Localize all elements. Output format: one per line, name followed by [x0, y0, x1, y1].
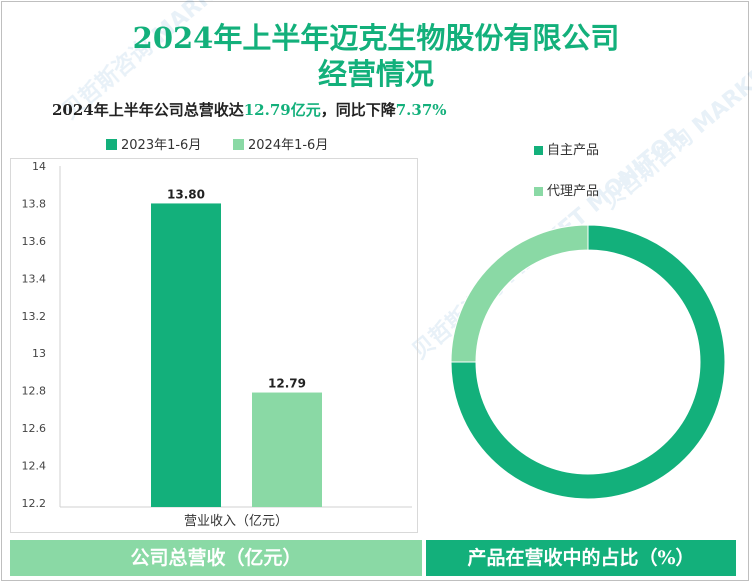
y-tick-label: 12.4 — [22, 460, 47, 473]
bar-data-label: 13.80 — [167, 187, 205, 201]
legend-label-self: 自主产品 — [547, 143, 600, 158]
donut-slice-agency-products — [450, 224, 589, 363]
y-tick-label: 14 — [32, 160, 46, 173]
bar-2024 — [252, 392, 322, 507]
y-tick-label: 12.6 — [22, 422, 47, 435]
legend-label-2024: 2024年1-6月 — [248, 138, 329, 153]
bar-legend-item-2023: 2023年1-6月 — [106, 134, 201, 153]
legend-label-2023: 2023年1-6月 — [121, 138, 202, 153]
subtitle-revenue: 12.79亿元 — [243, 101, 321, 119]
y-tick-label: 12.8 — [22, 385, 47, 398]
summary-subtitle: 2024年上半年公司总营收达12.79亿元，同比下降7.37% — [52, 99, 447, 120]
y-tick-label: 12.2 — [22, 497, 47, 510]
y-tick-label: 13.6 — [22, 235, 47, 248]
donut-legend-item-agency: 代理产品 — [534, 180, 599, 199]
donut-legend-item-self: 自主产品 — [534, 139, 599, 158]
y-tick-label: 13 — [32, 347, 46, 360]
bar-legend-item-2024: 2024年1-6月 — [233, 134, 328, 153]
legend-swatch-2023 — [106, 139, 117, 150]
subtitle-decline: 7.37% — [395, 101, 447, 119]
legend-swatch-self — [534, 146, 543, 155]
legend-label-agency: 代理产品 — [547, 184, 600, 199]
bar-2023 — [151, 203, 221, 507]
y-tick-label: 13.8 — [22, 197, 47, 210]
page-title-line1: 2024年上半年迈克生物股份有限公司 — [132, 21, 620, 55]
subtitle-middle: ，同比下降 — [320, 101, 396, 119]
legend-swatch-2024 — [233, 139, 244, 150]
legend-swatch-agency — [534, 187, 543, 196]
donut-slice-self-products — [450, 224, 726, 500]
subtitle-prefix: 2024年上半年公司总营收达 — [52, 101, 244, 119]
y-tick-label: 13.2 — [22, 310, 47, 323]
page-title-line2: 经营情况 — [317, 57, 434, 91]
y-tick-label: 13.4 — [22, 272, 47, 285]
bar-data-label: 12.79 — [268, 377, 306, 391]
footer-left-label: 公司总营收（亿元） — [10, 540, 422, 576]
footer-right-label: 产品在营收中的占比（%） — [426, 540, 736, 576]
bar-chart-panel — [10, 158, 418, 533]
x-category-label: 营业收入（亿元） — [184, 514, 288, 529]
